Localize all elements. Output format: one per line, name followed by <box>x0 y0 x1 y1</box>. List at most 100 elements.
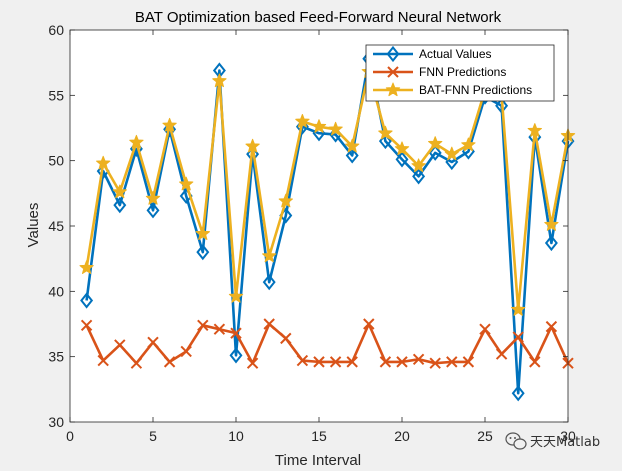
y-axis-label: Values <box>25 203 42 248</box>
data-point <box>262 274 276 291</box>
x-tick-label: 0 <box>66 428 74 444</box>
data-point <box>345 147 359 164</box>
y-tick-label: 60 <box>48 22 64 38</box>
data-point <box>412 353 425 365</box>
data-point <box>394 141 410 156</box>
x-tick-label: 20 <box>394 428 410 444</box>
data-point <box>345 138 360 153</box>
data-point <box>130 357 143 369</box>
data-point <box>411 158 426 173</box>
data-point <box>446 356 458 368</box>
data-point <box>180 345 192 358</box>
data-point <box>328 121 343 136</box>
legend-marker <box>385 82 401 97</box>
data-point <box>428 144 442 161</box>
data-point <box>412 168 426 185</box>
data-point <box>113 196 127 214</box>
data-point <box>495 97 509 114</box>
data-point <box>179 176 194 191</box>
y-tick-label: 55 <box>48 87 64 103</box>
legend-label: FNN Predictions <box>419 65 506 79</box>
data-point <box>146 202 160 219</box>
data-point <box>245 138 260 153</box>
data-point <box>429 357 441 369</box>
data-point <box>246 357 259 369</box>
x-tick-label: 10 <box>228 428 244 444</box>
legend-marker <box>387 66 399 78</box>
data-point <box>363 318 375 330</box>
x-tick-label: 15 <box>311 428 327 444</box>
data-point <box>163 356 176 368</box>
data-point <box>461 137 476 152</box>
y-tick-label: 35 <box>48 349 64 365</box>
data-point <box>527 123 542 137</box>
data-point <box>145 191 161 205</box>
data-point <box>197 319 209 332</box>
data-point <box>395 151 409 168</box>
data-point <box>147 336 159 349</box>
data-point <box>329 356 342 368</box>
data-point <box>230 327 242 339</box>
data-point <box>229 347 243 364</box>
data-point <box>97 354 109 367</box>
x-tick-label: 30 <box>560 428 576 444</box>
x-tick-label: 25 <box>477 428 493 444</box>
legend: Actual Values FNN Predictions BAT-FNN Pred… <box>365 44 555 102</box>
wechat-icon <box>505 432 527 450</box>
data-point <box>213 323 226 335</box>
x-tick-label: 5 <box>149 428 157 444</box>
x-axis-label: Time Interval <box>275 452 361 469</box>
data-point <box>379 356 392 368</box>
data-point <box>378 125 393 140</box>
y-tick-label: 50 <box>48 153 64 169</box>
y-tick-label: 30 <box>48 414 64 430</box>
data-point <box>346 356 358 368</box>
data-point <box>311 119 327 133</box>
legend-marker <box>386 45 400 63</box>
data-point <box>80 292 94 309</box>
watermark-text: 天天Matlab <box>530 435 600 450</box>
legend-label: BAT-FNN Predictions <box>419 83 532 97</box>
data-point <box>462 356 475 368</box>
data-point <box>511 385 525 402</box>
data-point <box>296 354 309 367</box>
data-point <box>262 248 277 263</box>
data-point <box>96 155 111 170</box>
data-point <box>278 193 293 208</box>
data-point <box>114 339 126 351</box>
watermark: 天天Matlab <box>505 432 600 450</box>
data-point <box>80 319 93 332</box>
data-point <box>212 73 227 88</box>
data-point <box>295 113 310 128</box>
data-point <box>529 356 541 368</box>
data-point <box>428 136 443 150</box>
y-tick-label: 40 <box>48 283 64 299</box>
data-point <box>511 302 526 316</box>
data-point <box>479 323 491 335</box>
data-point <box>112 184 127 199</box>
data-point <box>196 244 210 261</box>
series-fnn-predictions <box>80 318 574 369</box>
data-point <box>444 146 459 161</box>
data-point <box>228 289 244 303</box>
data-point <box>129 134 144 149</box>
ticks-layer: 0 5 10 15 20 25 30 30 35 40 45 50 55 60 <box>48 22 576 444</box>
y-tick-label: 45 <box>48 218 64 234</box>
data-point <box>396 356 408 368</box>
legend-label: Actual Values <box>419 47 492 61</box>
data-point <box>545 320 558 333</box>
data-point <box>280 332 292 345</box>
legend-item: BAT-FNN Predictions <box>373 82 532 97</box>
data-point <box>495 348 508 360</box>
data-point <box>162 117 177 132</box>
legend-item: FNN Predictions <box>373 65 506 79</box>
data-point <box>544 234 558 252</box>
chart-title: BAT Optimization based Feed-Forward Neur… <box>135 9 502 26</box>
data-point <box>195 226 210 240</box>
data-point <box>512 331 524 343</box>
legend-item: Actual Values <box>373 45 492 63</box>
data-point <box>263 318 275 330</box>
data-point <box>79 260 94 274</box>
data-point <box>544 217 559 231</box>
